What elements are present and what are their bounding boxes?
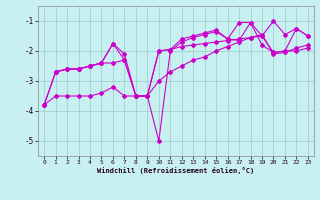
X-axis label: Windchill (Refroidissement éolien,°C): Windchill (Refroidissement éolien,°C) (97, 167, 255, 174)
